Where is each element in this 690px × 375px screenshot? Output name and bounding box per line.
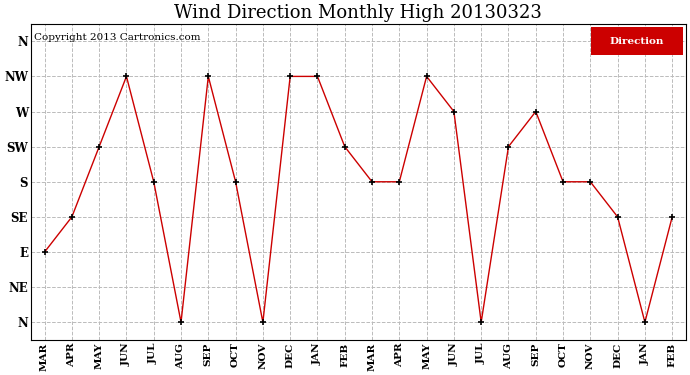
Title: Wind Direction Monthly High 20130323: Wind Direction Monthly High 20130323: [175, 4, 542, 22]
Text: Copyright 2013 Cartronics.com: Copyright 2013 Cartronics.com: [34, 33, 201, 42]
